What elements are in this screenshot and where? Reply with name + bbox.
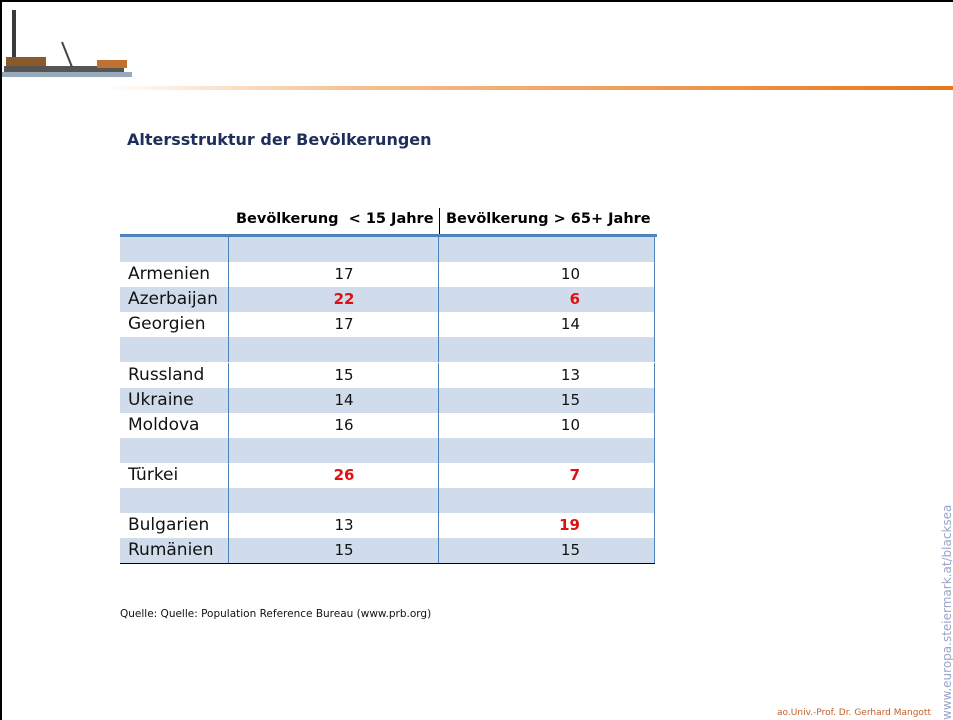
cell-border <box>654 262 655 287</box>
spacer-row <box>120 438 655 463</box>
cell-value: 7 <box>540 466 580 484</box>
cell-border <box>438 488 439 513</box>
cell-value: 6 <box>540 290 580 308</box>
row-label: Bulgarien <box>128 515 209 535</box>
cell-border <box>438 312 439 337</box>
source-note: Quelle: Quelle: Population Reference Bur… <box>120 608 431 620</box>
cell-value: 13 <box>329 516 359 534</box>
cell-border <box>438 337 439 362</box>
cell-value: 13 <box>540 366 580 384</box>
cell-border <box>654 388 655 413</box>
cell-border <box>438 363 439 388</box>
cell-value: 10 <box>540 416 580 434</box>
table-row: Moldova 16 10 <box>120 413 655 438</box>
cell-border <box>228 287 229 312</box>
cell-border <box>654 463 655 488</box>
table-row: Rumänien 15 15 <box>120 538 655 563</box>
cell-border <box>654 237 655 262</box>
cell-border <box>654 438 655 463</box>
column-header: Bevölkerung > 65+ Jahre <box>446 211 651 227</box>
cell-border <box>228 262 229 287</box>
row-label: Georgien <box>128 314 205 334</box>
cell-value: 26 <box>329 466 359 484</box>
spacer-row <box>120 237 655 262</box>
cell-value: 16 <box>329 416 359 434</box>
cell-border <box>228 337 229 362</box>
cell-border <box>654 488 655 513</box>
cell-border <box>654 513 655 538</box>
oil-rig-icon <box>2 10 132 77</box>
cell-border <box>228 463 229 488</box>
cell-value: 17 <box>329 315 359 333</box>
cell-border <box>228 312 229 337</box>
row-label: Azerbaijan <box>128 289 218 309</box>
row-label: Armenien <box>128 264 210 284</box>
cell-border <box>228 513 229 538</box>
table-row: Bulgarien 13 19 <box>120 513 655 538</box>
author: ao.Univ.-Prof. Dr. Gerhard Mangott <box>777 708 931 718</box>
cell-value: 19 <box>540 516 580 534</box>
cell-border <box>228 363 229 388</box>
spacer-row <box>120 337 655 362</box>
cell-border <box>654 287 655 312</box>
cell-border <box>654 538 655 563</box>
cell-value: 17 <box>329 265 359 283</box>
spacer-row <box>120 488 655 513</box>
cell-border <box>228 488 229 513</box>
table-row: Azerbaijan 22 6 <box>120 287 655 312</box>
cell-border <box>654 363 655 388</box>
side-url: www.europa.steiermark.at/blacksea <box>940 505 953 720</box>
cell-border <box>438 538 439 563</box>
cell-border <box>438 262 439 287</box>
table-row: Ukraine 14 15 <box>120 388 655 413</box>
table-row: Türkei 26 7 <box>120 463 655 488</box>
cell-border <box>228 388 229 413</box>
cell-value: 10 <box>540 265 580 283</box>
header-line <box>102 86 953 90</box>
cell-value: 15 <box>540 391 580 409</box>
table-row: Armenien 17 10 <box>120 262 655 287</box>
cell-border <box>654 413 655 438</box>
table-bottom-rule <box>120 563 655 564</box>
cell-border <box>438 287 439 312</box>
cell-border <box>654 312 655 337</box>
header-divider <box>439 208 440 236</box>
cell-border <box>438 388 439 413</box>
cell-value: 22 <box>329 290 359 308</box>
slide-title: Altersstruktur der Bevölkerungen <box>127 130 432 149</box>
cell-value: 14 <box>540 315 580 333</box>
cell-border <box>228 413 229 438</box>
cell-value: 15 <box>329 541 359 559</box>
row-label: Russland <box>128 365 204 385</box>
cell-border <box>228 538 229 563</box>
cell-value: 15 <box>329 366 359 384</box>
cell-border <box>228 237 229 262</box>
row-label: Türkei <box>128 465 178 485</box>
cell-border <box>438 237 439 262</box>
column-header: Bevölkerung < 15 Jahre <box>236 211 434 227</box>
row-label: Ukraine <box>128 390 194 410</box>
cell-border <box>438 463 439 488</box>
slide: Altersstruktur der Bevölkerungen Bevölke… <box>0 0 953 720</box>
table-row: Russland 15 13 <box>120 363 655 388</box>
cell-border <box>438 513 439 538</box>
cell-border <box>438 438 439 463</box>
cell-border <box>654 337 655 362</box>
cell-value: 14 <box>329 391 359 409</box>
table-row: Georgien 17 14 <box>120 312 655 337</box>
cell-border <box>228 438 229 463</box>
cell-border <box>438 413 439 438</box>
cell-value: 15 <box>540 541 580 559</box>
row-label: Moldova <box>128 415 199 435</box>
header-graphic <box>2 2 953 102</box>
row-label: Rumänien <box>128 540 214 560</box>
